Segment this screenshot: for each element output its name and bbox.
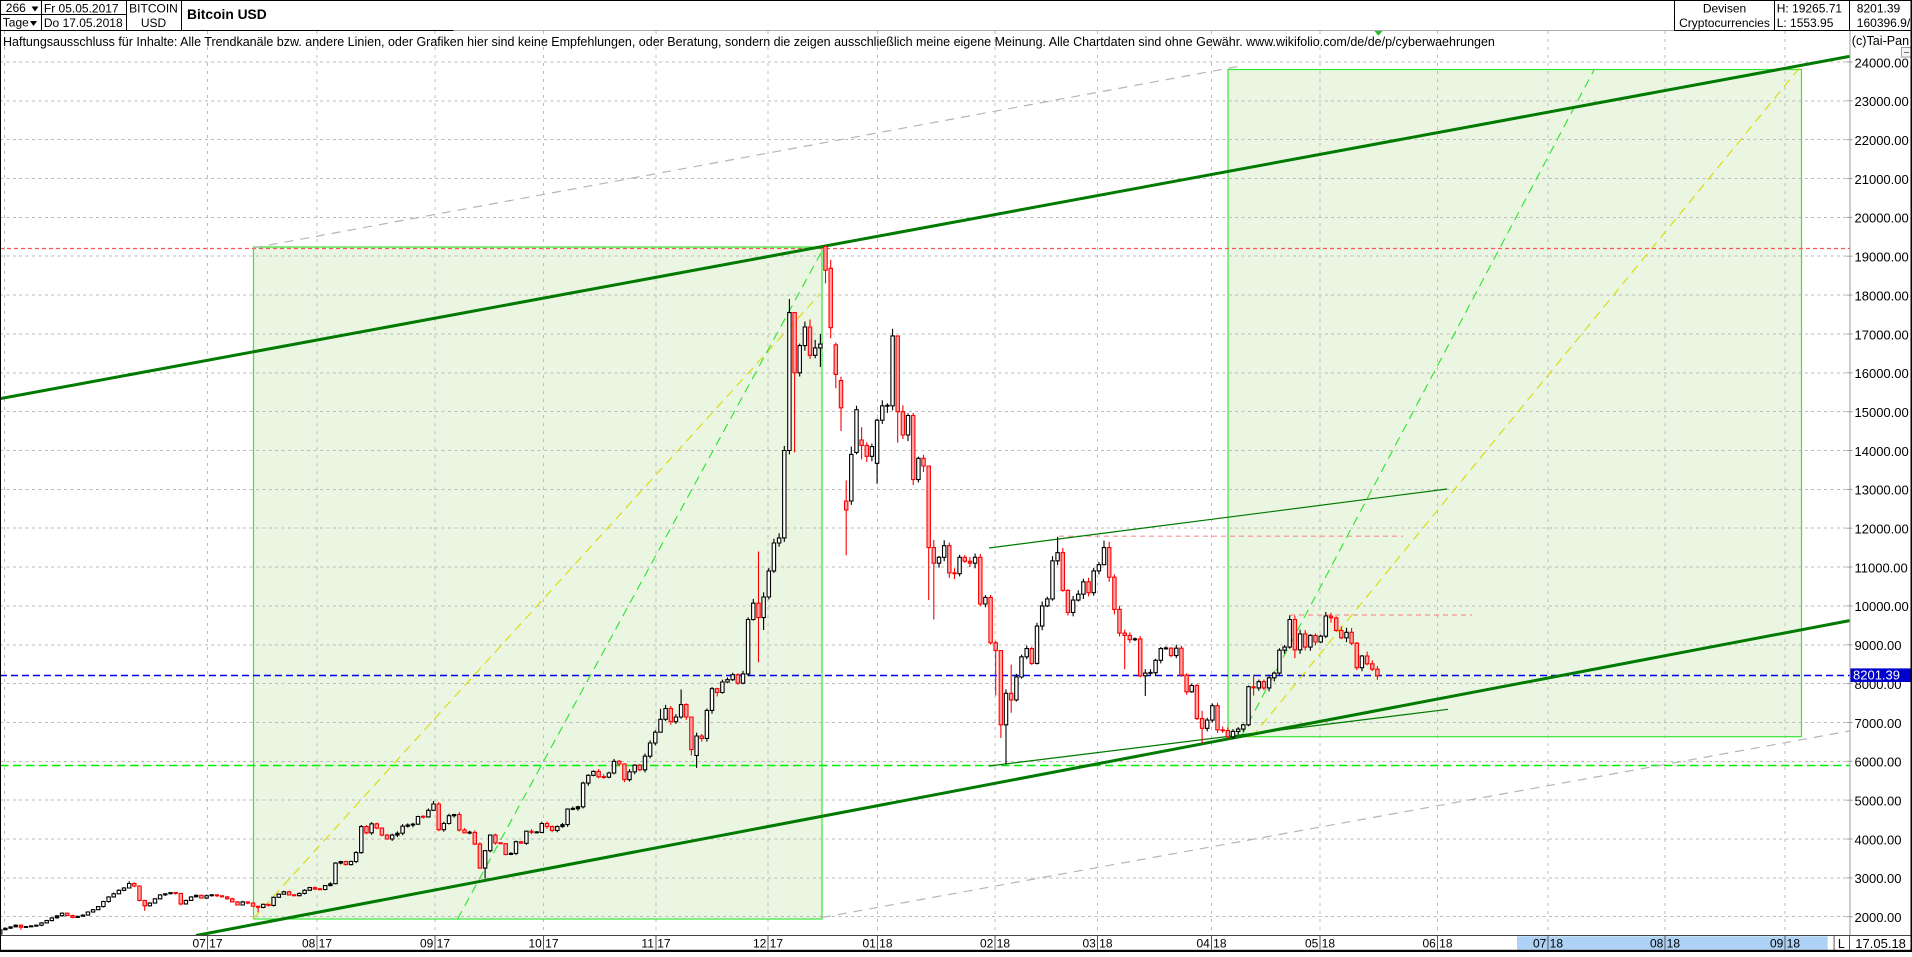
svg-text:13000.00: 13000.00	[1855, 483, 1909, 498]
svg-text:20000.00: 20000.00	[1855, 211, 1909, 226]
svg-text:02 18: 02 18	[980, 937, 1010, 951]
svg-text:08 17: 08 17	[302, 937, 332, 951]
svg-text:09 17: 09 17	[420, 937, 450, 951]
svg-text:22000.00: 22000.00	[1855, 133, 1909, 148]
svg-text:Tage: Tage	[3, 16, 29, 30]
svg-text:07 18: 07 18	[1533, 937, 1563, 951]
svg-text:07 17: 07 17	[192, 937, 222, 951]
svg-text:Cryptocurrencies: Cryptocurrencies	[1679, 16, 1770, 30]
svg-text:24000.00: 24000.00	[1855, 55, 1909, 70]
svg-text:266: 266	[6, 1, 26, 15]
svg-text:12000.00: 12000.00	[1855, 522, 1909, 537]
svg-text:10000.00: 10000.00	[1855, 599, 1909, 614]
svg-text:14000.00: 14000.00	[1855, 444, 1909, 459]
svg-text:Bitcoin USD: Bitcoin USD	[187, 7, 267, 22]
svg-text:(c)Tai-Pan: (c)Tai-Pan	[1852, 34, 1909, 48]
svg-text:12 17: 12 17	[753, 937, 783, 951]
svg-text:23000.00: 23000.00	[1855, 94, 1909, 109]
svg-text:8201.39: 8201.39	[1853, 668, 1900, 683]
svg-text:3000.00: 3000.00	[1855, 871, 1902, 886]
svg-text:7000.00: 7000.00	[1855, 716, 1902, 731]
svg-text:05 18: 05 18	[1305, 937, 1335, 951]
svg-text:Devisen: Devisen	[1703, 2, 1746, 16]
svg-text:11000.00: 11000.00	[1855, 560, 1908, 575]
svg-text:06 18: 06 18	[1422, 937, 1452, 951]
svg-text:08 18: 08 18	[1650, 937, 1680, 951]
svg-text:17000.00: 17000.00	[1855, 327, 1909, 342]
svg-text:L: 1553.95: L: 1553.95	[1777, 16, 1834, 30]
svg-text:11 17: 11 17	[641, 937, 670, 951]
svg-text:01 18: 01 18	[862, 937, 892, 951]
svg-text:2000.00: 2000.00	[1855, 910, 1902, 925]
svg-text:21000.00: 21000.00	[1855, 172, 1909, 187]
svg-text:4000.00: 4000.00	[1855, 832, 1902, 847]
svg-text:BITCOIN: BITCOIN	[129, 2, 178, 16]
svg-text:8201.39: 8201.39	[1857, 2, 1901, 16]
svg-text:16000.00: 16000.00	[1855, 366, 1909, 381]
svg-text:15000.00: 15000.00	[1855, 405, 1909, 420]
svg-text:L: L	[1838, 937, 1845, 951]
svg-text:17.05.18: 17.05.18	[1855, 936, 1906, 951]
svg-text:6000.00: 6000.00	[1855, 755, 1902, 770]
svg-text:5000.00: 5000.00	[1855, 794, 1902, 809]
svg-text:Do 17.05.2018: Do 17.05.2018	[44, 16, 123, 30]
svg-text:Haftungsausschluss für Inhalte: Haftungsausschluss für Inhalte: Alle Tre…	[3, 35, 1495, 49]
svg-text:9000.00: 9000.00	[1855, 638, 1902, 653]
svg-text:04 18: 04 18	[1196, 937, 1226, 951]
svg-text:09 18: 09 18	[1770, 937, 1800, 951]
svg-text:H: 19265.71: H: 19265.71	[1777, 2, 1843, 16]
svg-text:160396.9/: 160396.9/	[1857, 16, 1911, 30]
svg-text:18000.00: 18000.00	[1855, 288, 1909, 303]
svg-text:03 18: 03 18	[1082, 937, 1112, 951]
svg-text:19000.00: 19000.00	[1855, 250, 1909, 265]
svg-text:USD: USD	[141, 16, 167, 30]
svg-text:10 17: 10 17	[528, 937, 558, 951]
svg-text:Fr 05.05.2017: Fr 05.05.2017	[44, 2, 119, 16]
